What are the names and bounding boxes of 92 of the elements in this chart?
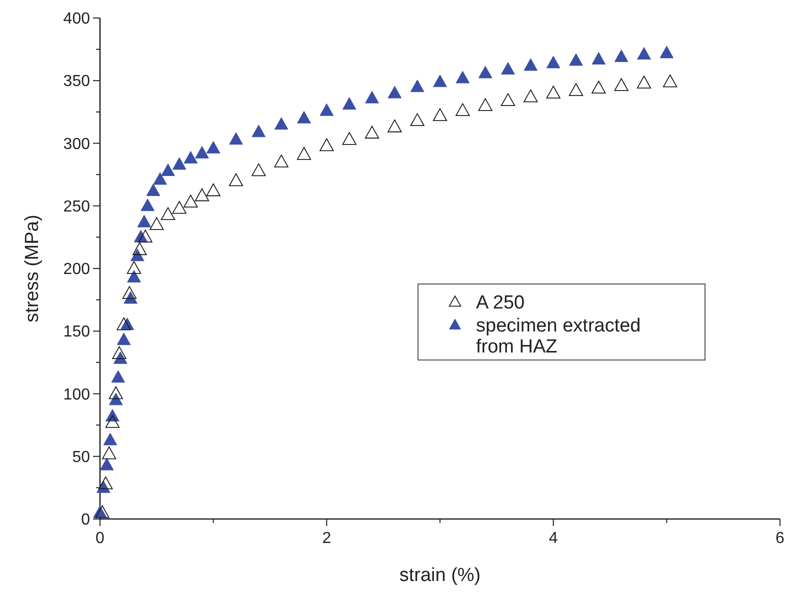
point — [130, 248, 144, 262]
legend-label: A 250 — [476, 292, 525, 314]
point — [546, 86, 560, 98]
point — [111, 370, 126, 383]
point — [546, 56, 560, 68]
y-tick-label: 150 — [63, 324, 90, 341]
y-tick-label: 50 — [72, 448, 90, 466]
point — [342, 132, 356, 145]
point — [160, 207, 176, 220]
point — [126, 261, 142, 274]
point — [127, 270, 141, 282]
point — [184, 194, 198, 208]
point — [320, 138, 334, 152]
y-tick-label: 250 — [63, 198, 90, 216]
point — [388, 120, 402, 132]
point — [592, 52, 606, 64]
point — [105, 415, 120, 428]
point — [108, 386, 123, 400]
point — [100, 458, 114, 470]
point — [98, 476, 113, 490]
point — [252, 163, 266, 176]
point — [161, 164, 175, 176]
point — [660, 46, 674, 58]
legend-label: specimen extracted from HAZ — [476, 316, 641, 358]
y-tick-label: 100 — [63, 386, 90, 404]
point — [114, 351, 128, 364]
point — [252, 124, 266, 138]
point — [274, 154, 288, 168]
point — [103, 432, 118, 446]
point — [478, 66, 492, 78]
point — [122, 286, 137, 299]
point — [364, 126, 380, 139]
point — [229, 132, 243, 145]
point — [206, 141, 220, 154]
point — [137, 214, 152, 228]
point — [410, 113, 424, 126]
point — [501, 62, 515, 75]
point — [320, 103, 334, 116]
x-tick-label: 4 — [548, 530, 558, 547]
point — [365, 90, 379, 104]
point — [614, 50, 628, 62]
point — [172, 157, 186, 170]
point — [150, 217, 164, 230]
point — [108, 392, 123, 406]
point — [524, 58, 538, 71]
point — [195, 146, 209, 158]
point — [140, 198, 154, 212]
point — [478, 98, 492, 112]
point — [410, 80, 424, 92]
point — [296, 147, 312, 160]
point — [184, 151, 198, 164]
point — [228, 173, 244, 186]
x-tick-label: 6 — [776, 530, 785, 547]
x-tick-label: 2 — [322, 530, 332, 547]
point — [592, 80, 606, 94]
point — [500, 93, 516, 106]
y-tick-label: 400 — [63, 10, 90, 28]
x-axis-title: strain (%) — [399, 565, 481, 586]
point — [146, 184, 160, 196]
point — [388, 86, 402, 98]
point — [568, 83, 584, 96]
point — [153, 172, 167, 185]
point — [636, 76, 652, 88]
y-axis-title: stress (MPa) — [22, 214, 43, 322]
y-tick-label: 0 — [81, 512, 90, 529]
point — [432, 108, 448, 122]
point — [662, 74, 678, 88]
point — [138, 230, 152, 243]
y-tick-label: 200 — [63, 261, 90, 278]
point — [102, 446, 116, 460]
point — [172, 200, 186, 214]
point — [124, 291, 138, 304]
y-tick-label: 350 — [63, 73, 90, 90]
point — [342, 97, 356, 110]
point — [116, 317, 131, 330]
point — [132, 242, 147, 256]
point — [297, 110, 311, 124]
point — [614, 78, 628, 91]
point — [274, 117, 288, 130]
point — [456, 103, 470, 116]
point — [524, 89, 538, 102]
point — [456, 70, 470, 84]
point — [112, 346, 126, 360]
point — [95, 505, 110, 518]
x-tick-label: 0 — [96, 530, 105, 547]
point — [206, 183, 220, 196]
y-tick-label: 300 — [63, 136, 90, 153]
point — [637, 47, 651, 60]
point — [194, 188, 210, 202]
point — [433, 74, 447, 88]
point — [569, 53, 583, 66]
point — [116, 332, 131, 346]
